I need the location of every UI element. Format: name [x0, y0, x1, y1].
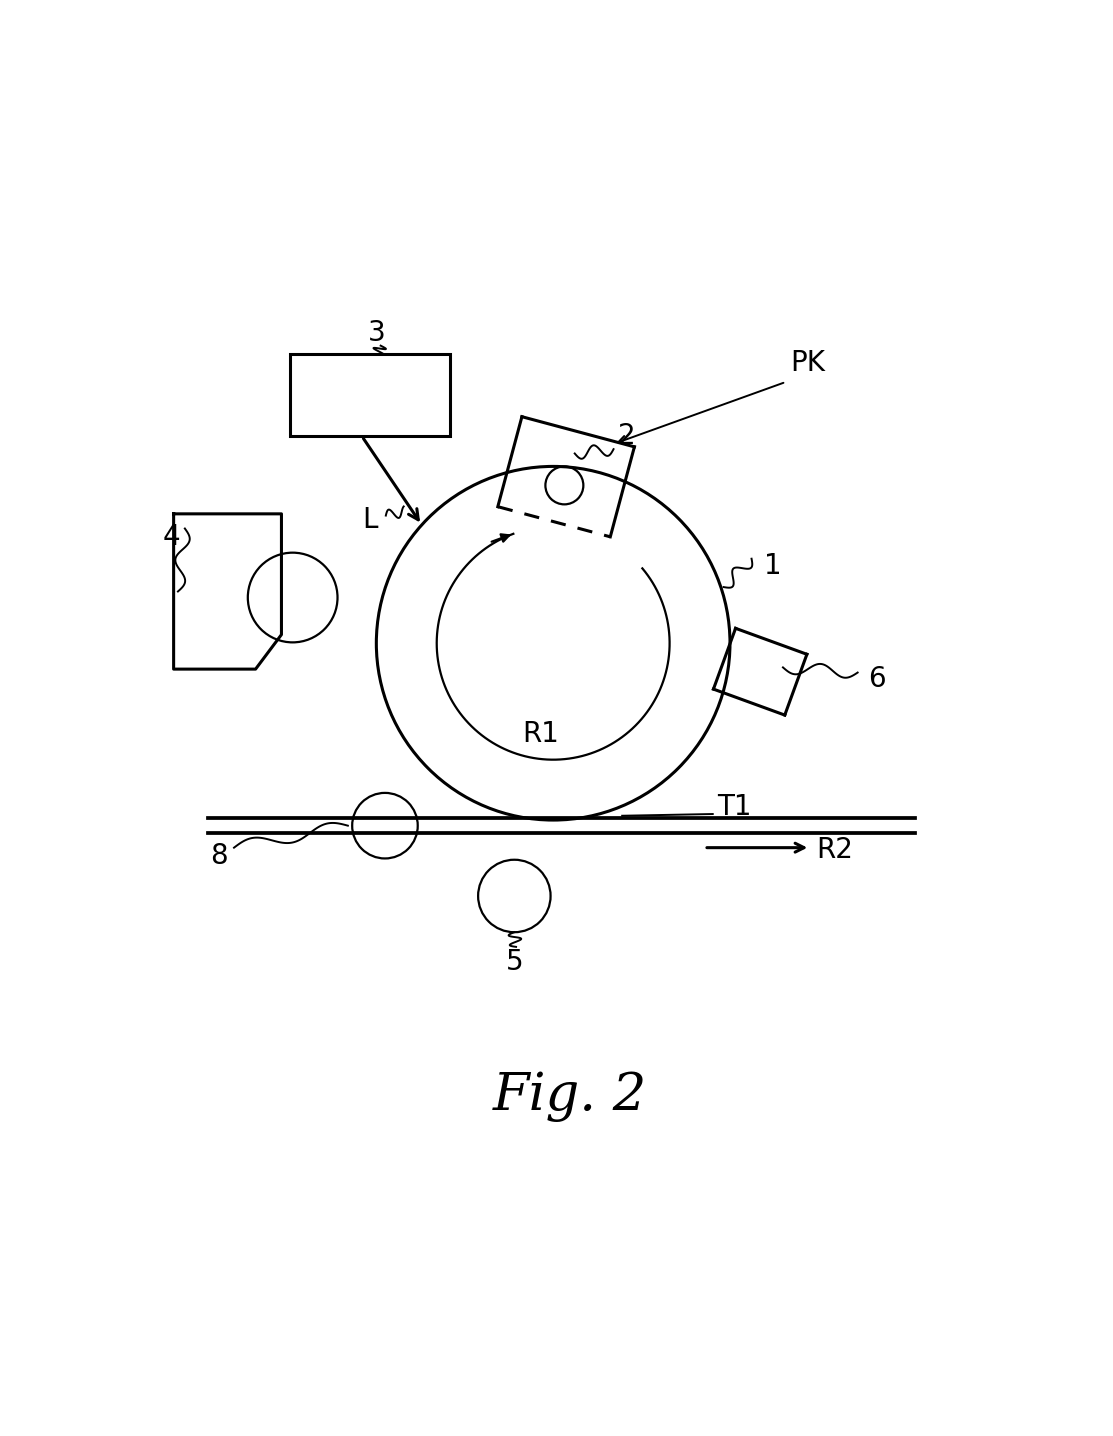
- Bar: [290, 355, 450, 437]
- Text: 8: 8: [209, 843, 227, 870]
- Text: 3: 3: [367, 319, 385, 346]
- Text: T1: T1: [717, 793, 751, 821]
- Text: Fig. 2: Fig. 2: [493, 1071, 648, 1122]
- Text: 4: 4: [164, 523, 180, 551]
- Text: 1: 1: [765, 551, 782, 580]
- Text: L: L: [363, 505, 378, 534]
- Text: 2: 2: [618, 422, 636, 451]
- Text: 5: 5: [505, 948, 523, 976]
- Text: R2: R2: [816, 836, 854, 864]
- Text: PK: PK: [790, 349, 825, 376]
- Text: 6: 6: [868, 665, 886, 694]
- Text: R1: R1: [522, 719, 559, 748]
